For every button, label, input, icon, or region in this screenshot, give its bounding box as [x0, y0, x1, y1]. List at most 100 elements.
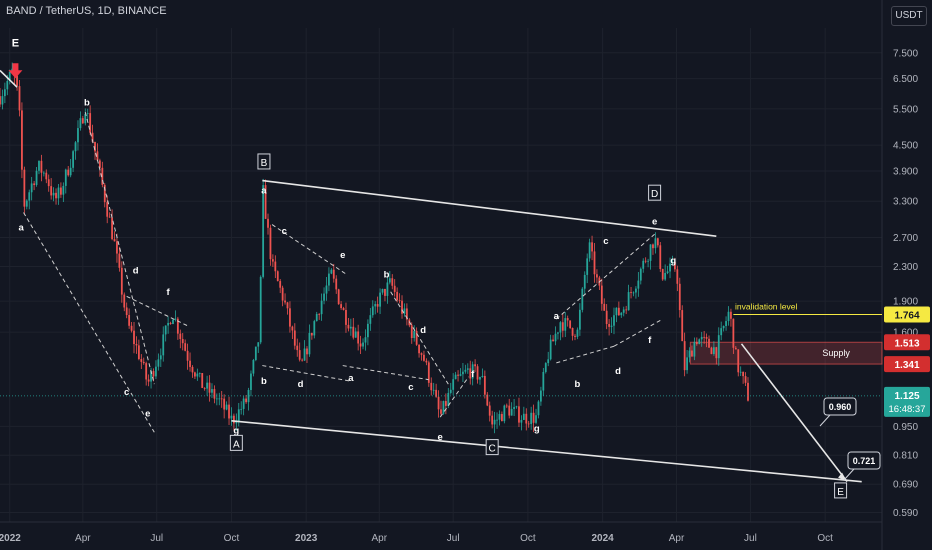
candle-body: [466, 368, 469, 370]
candle-body: [94, 141, 96, 152]
candle-body: [323, 293, 325, 301]
candle-body: [137, 345, 140, 360]
candle-body: [342, 308, 345, 311]
candle-body: [625, 309, 628, 311]
candle-body: [257, 342, 260, 347]
supply-tag: [884, 356, 930, 373]
candle-body: [705, 336, 708, 339]
wave-label: e: [145, 409, 150, 420]
candle-body: [491, 415, 494, 425]
y-tick-label: 0.590: [893, 508, 918, 519]
dashed-trendline: [556, 345, 615, 364]
candle-body: [96, 151, 99, 161]
candle-body: [364, 337, 367, 343]
candle-body: [474, 364, 477, 367]
candle-body: [150, 371, 152, 382]
candle-body: [86, 113, 89, 114]
candle-body: [644, 260, 647, 262]
x-tick-label: Oct: [520, 533, 536, 544]
candle-body: [622, 309, 625, 313]
candle-body: [374, 304, 377, 307]
candle-body: [262, 185, 265, 277]
invalidation-tag-label: 1.764: [894, 310, 919, 321]
wave-label: b: [261, 376, 267, 387]
wave-label: C: [489, 444, 496, 455]
candle-body: [656, 238, 659, 246]
candle-body: [310, 332, 313, 336]
candle-body: [172, 319, 174, 325]
candle-body: [532, 412, 535, 423]
candle-body: [488, 405, 491, 416]
x-tick-label: Jul: [447, 533, 460, 544]
candle-body: [21, 110, 23, 170]
candle-body: [242, 398, 245, 409]
candle-body: [354, 331, 357, 338]
candle-body: [505, 405, 508, 407]
candle-body: [235, 421, 238, 424]
candle-body: [727, 311, 730, 322]
candle-body: [583, 274, 586, 289]
candle-body: [194, 372, 196, 377]
candle-body: [318, 313, 321, 315]
candle-body: [181, 338, 184, 344]
candle-body: [189, 360, 191, 367]
wave-label: B: [261, 158, 268, 169]
wave-label: E: [12, 37, 19, 49]
last-price-label: 1.125: [894, 391, 919, 402]
wave-label: g: [670, 255, 676, 266]
candle-body: [147, 379, 150, 382]
currency-button[interactable]: USDT: [891, 6, 927, 26]
candle-body: [152, 371, 155, 377]
candle-body: [401, 300, 403, 314]
wave-label-box: [257, 153, 271, 170]
candle-body: [703, 336, 706, 338]
candle-body: [476, 366, 479, 380]
candle-body: [600, 285, 603, 304]
candle-body: [218, 398, 221, 400]
wave-label: d: [298, 379, 304, 390]
x-tick-label: 2022: [0, 533, 21, 544]
candle-body: [267, 218, 269, 228]
candle-body: [449, 389, 452, 393]
dashed-trendline: [271, 224, 348, 275]
candle-body: [559, 322, 562, 333]
candle-body: [213, 389, 216, 399]
candle-body: [237, 409, 240, 422]
candle-body: [271, 259, 274, 262]
candle-body: [335, 278, 338, 290]
candle-body: [554, 333, 557, 342]
wave-label: f: [648, 335, 652, 346]
dashed-trendline: [126, 295, 190, 328]
candle-body: [332, 269, 335, 279]
candle-body: [693, 341, 696, 357]
y-tick-label: 3.300: [893, 197, 918, 208]
candle-body: [430, 382, 433, 391]
candle-body: [159, 355, 162, 360]
candle-body: [381, 289, 384, 293]
candle-body: [479, 377, 481, 380]
candle-body: [62, 185, 65, 195]
candle-body: [28, 192, 31, 201]
target-721-pointer: [843, 468, 855, 481]
candle-body: [688, 350, 691, 358]
candle-body: [69, 167, 72, 176]
candle-body: [432, 389, 435, 391]
candle-body: [442, 401, 445, 414]
candle-body: [176, 318, 179, 334]
wave-label: g: [534, 423, 540, 434]
candle-body: [352, 326, 355, 338]
candle-body: [454, 374, 457, 380]
candle-body: [320, 300, 323, 315]
candle-body: [301, 359, 304, 361]
candle-body: [747, 382, 749, 401]
candle-body: [737, 349, 740, 373]
y-tick-label: 7.500: [893, 48, 918, 59]
candle-body: [72, 151, 74, 168]
candle-body: [398, 300, 401, 301]
candle-body: [308, 332, 311, 355]
candle-body: [664, 272, 667, 280]
wave-label-box: [229, 434, 243, 451]
y-tick-label: 2.300: [893, 262, 918, 273]
dashed-trendline: [613, 318, 663, 347]
